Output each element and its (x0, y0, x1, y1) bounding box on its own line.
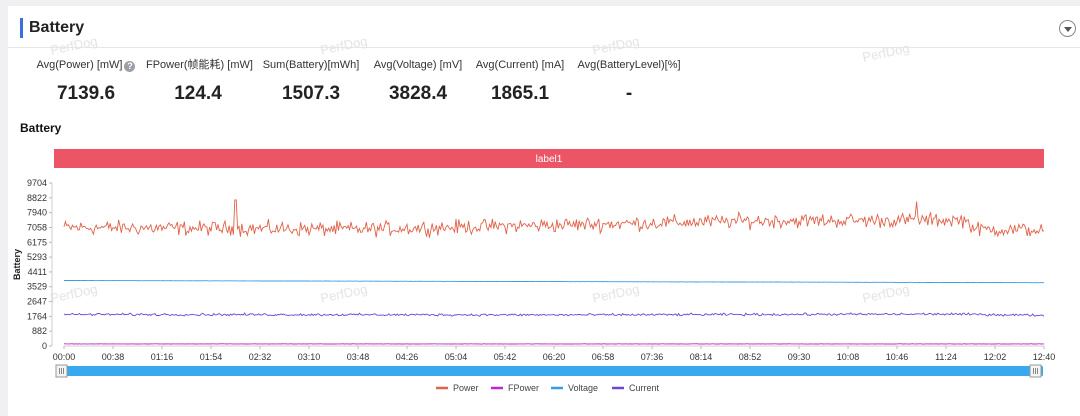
zoom-slider-track[interactable] (56, 366, 1043, 376)
y-tick-label: 1764 (27, 311, 47, 321)
metric-avg-battery-level: Avg(BatteryLevel)[%] - (574, 58, 684, 105)
x-tick-label: 07:36 (641, 352, 664, 362)
chart-title: Battery (20, 121, 62, 135)
x-tick-label: 06:58 (592, 352, 615, 362)
x-tick-label: 04:26 (396, 352, 419, 362)
y-tick-label: 5293 (27, 252, 47, 262)
battery-panel: Battery (8, 6, 1080, 416)
metric-avg-power: Avg(Power) [mW]? 7139.6 (36, 58, 136, 105)
section-title: Battery (20, 18, 84, 38)
x-tick-label: 06:20 (543, 352, 566, 362)
x-tick-label: 05:04 (445, 352, 468, 362)
legend-label[interactable]: Current (629, 383, 660, 393)
x-tick-label: 12:40 (1033, 352, 1056, 362)
metric-value: 1507.3 (281, 83, 341, 104)
y-tick-label: 2647 (27, 297, 47, 307)
y-tick-label: 6175 (27, 237, 47, 247)
metric-value: 1865.1 (490, 83, 550, 104)
metric-label: Avg(Current) [mA] (475, 59, 565, 71)
legend-label[interactable]: FPower (508, 383, 539, 393)
metric-avg-voltage: Avg(Voltage) [mV] 3828.4 (368, 58, 468, 105)
x-tick-label: 10:08 (837, 352, 860, 362)
x-tick-label: 03:48 (347, 352, 370, 362)
y-tick-label: 4411 (28, 267, 47, 277)
y-tick-label: 7058 (27, 222, 47, 232)
title-divider (8, 47, 1080, 48)
collapse-chevron-icon[interactable] (1059, 20, 1076, 37)
y-axis-title: Battery (12, 249, 22, 280)
x-tick-label: 05:42 (494, 352, 517, 362)
x-tick-label: 10:46 (886, 352, 909, 362)
metric-value: - (625, 83, 633, 104)
x-tick-label: 12:02 (984, 352, 1007, 362)
metric-label: Avg(Voltage) [mV] (373, 59, 463, 71)
x-tick-label: 11:24 (935, 352, 957, 362)
label-band (54, 149, 1044, 168)
y-tick-label: 3529 (27, 282, 47, 292)
y-tick-label: 7940 (27, 208, 47, 218)
series-line-power (63, 199, 1045, 238)
metric-label: Avg(Power) [mW]? (36, 58, 136, 72)
legend-label[interactable]: Voltage (568, 383, 598, 393)
metric-avg-current: Avg(Current) [mA] 1865.1 (470, 58, 570, 105)
y-tick-label: 882 (32, 326, 47, 336)
metric-label: FPower(帧能耗) [mW] (146, 59, 253, 71)
series-line-current (63, 312, 1045, 317)
y-tick-label: 0 (42, 341, 47, 351)
help-icon[interactable]: ? (124, 61, 136, 72)
metric-sum-battery: Sum(Battery)[mWh] 1507.3 (261, 58, 361, 105)
legend-label[interactable]: Power (453, 383, 479, 393)
x-tick-label: 02:32 (249, 352, 272, 362)
x-tick-label: 00:38 (102, 352, 125, 362)
metric-value: 124.4 (174, 83, 222, 104)
series-line-voltage (64, 279, 1045, 284)
metric-value: 7139.6 (56, 83, 116, 104)
label-band-text: label1 (536, 154, 563, 165)
x-tick-label: 01:54 (200, 352, 223, 362)
x-tick-label: 01:16 (151, 352, 174, 362)
x-tick-label: 00:00 (53, 352, 76, 362)
metric-value: 3828.4 (388, 83, 448, 104)
y-tick-label: 9704 (27, 178, 47, 188)
metric-label: Sum(Battery)[mWh] (262, 59, 360, 71)
x-tick-label: 03:10 (298, 352, 321, 362)
x-tick-label: 08:52 (739, 352, 762, 362)
y-tick-label: 8822 (27, 193, 47, 203)
x-tick-label: 09:30 (788, 352, 811, 362)
x-tick-label: 08:14 (690, 352, 713, 362)
metric-fpower: FPower(帧能耗) [mW] 124.4 (146, 58, 253, 105)
metric-label: Avg(BatteryLevel)[%] (577, 59, 681, 71)
